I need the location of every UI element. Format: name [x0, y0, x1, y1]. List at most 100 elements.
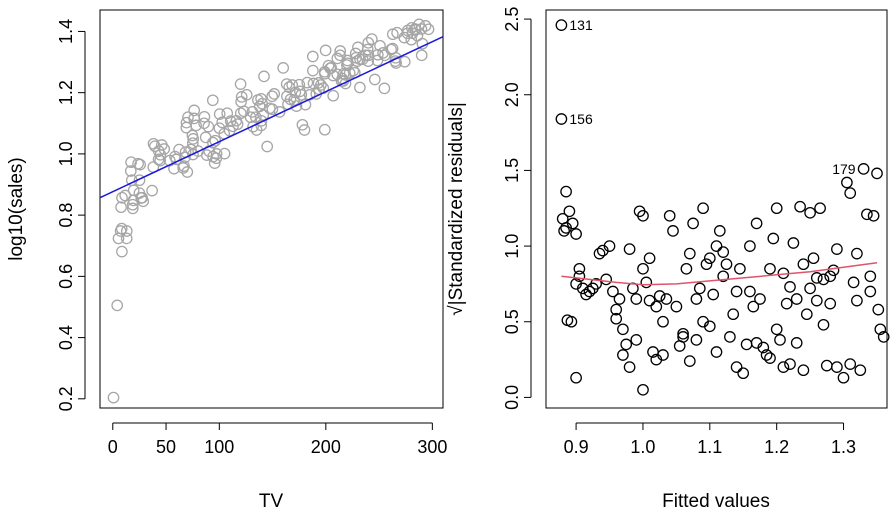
data-point	[617, 323, 629, 336]
data-point	[570, 228, 582, 240]
data-point	[301, 76, 314, 89]
data-point	[610, 312, 623, 325]
point-label: 156	[569, 111, 593, 127]
data-point	[240, 88, 253, 101]
data-point	[780, 297, 793, 310]
data-point	[235, 91, 248, 103]
data-point	[347, 64, 360, 77]
data-point	[770, 202, 783, 215]
x-tick-label: 200	[311, 437, 341, 457]
data-point	[810, 294, 823, 307]
data-point	[362, 55, 375, 67]
data-point	[630, 334, 643, 346]
x-tick-label: 1.0	[630, 437, 655, 457]
data-point	[700, 258, 713, 271]
data-point	[390, 57, 402, 69]
data-point	[770, 323, 783, 336]
x-tick-label: 0.9	[564, 437, 589, 457]
data-point	[365, 33, 378, 45]
data-point	[790, 337, 803, 349]
data-point	[764, 352, 776, 364]
data-point	[268, 88, 281, 100]
data-point	[724, 331, 736, 343]
data-point	[750, 337, 763, 349]
data-point	[374, 39, 386, 52]
data-point	[563, 205, 576, 218]
data-point	[398, 55, 411, 68]
data-point	[670, 300, 683, 313]
data-point	[213, 108, 226, 120]
data-point	[844, 358, 857, 370]
data-point	[188, 104, 201, 117]
data-point	[115, 201, 127, 214]
smooth-line	[561, 261, 878, 286]
data-point	[710, 346, 723, 358]
data-point	[266, 103, 279, 116]
data-point	[286, 79, 299, 91]
data-point	[133, 174, 146, 187]
right-x-axis-title: Fitted values	[662, 491, 770, 512]
data-point	[703, 252, 716, 265]
data-point	[837, 371, 850, 384]
x-tick-label: 1.3	[831, 437, 856, 457]
data-point	[206, 94, 219, 107]
x-tick-label: 1.2	[764, 437, 789, 457]
data-point	[607, 285, 619, 298]
data-point	[737, 367, 750, 380]
data-point	[663, 209, 676, 222]
data-point	[208, 157, 221, 169]
data-point	[377, 47, 389, 59]
data-point	[565, 315, 578, 328]
data-point	[650, 300, 663, 313]
y-tick-label: 1.2	[56, 80, 76, 105]
right-y-axis-title: √|Standardized residuals|	[446, 102, 467, 316]
data-point	[116, 191, 128, 204]
data-point	[872, 303, 885, 316]
data-point	[774, 334, 786, 346]
x-tick-label: 50	[156, 437, 176, 457]
data-point	[817, 273, 830, 286]
data-point	[126, 202, 139, 215]
data-point	[120, 232, 133, 245]
data-point	[844, 187, 857, 199]
y-tick-label: 0.5	[502, 309, 522, 334]
data-point	[415, 49, 428, 62]
data-point	[187, 133, 200, 145]
data-point	[683, 247, 696, 260]
data-point	[653, 290, 666, 302]
data-point	[760, 349, 773, 361]
data-point	[173, 143, 185, 156]
data-point	[111, 299, 124, 312]
data-point	[667, 225, 679, 237]
data-point	[690, 293, 703, 305]
data-point	[255, 92, 267, 105]
data-point	[296, 118, 309, 131]
right-plot-frame	[545, 9, 888, 409]
data-point	[334, 45, 347, 57]
x-tick-label: 100	[204, 437, 234, 457]
y-tick-label: 1.0	[56, 141, 76, 166]
data-point	[874, 323, 887, 336]
data-point	[315, 79, 327, 91]
data-point	[787, 237, 800, 249]
data-point	[697, 202, 709, 215]
data-point	[690, 334, 703, 346]
data-point	[126, 198, 139, 211]
data-point	[810, 272, 823, 284]
data-point	[593, 247, 606, 260]
data-point	[343, 67, 356, 79]
data-point	[824, 297, 837, 310]
left-y-axis: 0.2 0.4 0.6 0.8 1.0 1.2 1.4	[56, 19, 86, 411]
data-point	[851, 247, 863, 260]
data-point	[717, 246, 730, 258]
data-point	[784, 358, 796, 370]
data-point	[361, 43, 374, 56]
data-point	[637, 262, 649, 275]
data-point	[693, 282, 706, 295]
data-point	[831, 243, 843, 255]
data-point	[877, 331, 890, 343]
data-point	[730, 361, 743, 373]
data-point	[630, 293, 643, 305]
data-point	[198, 110, 211, 123]
data-point	[613, 293, 626, 305]
